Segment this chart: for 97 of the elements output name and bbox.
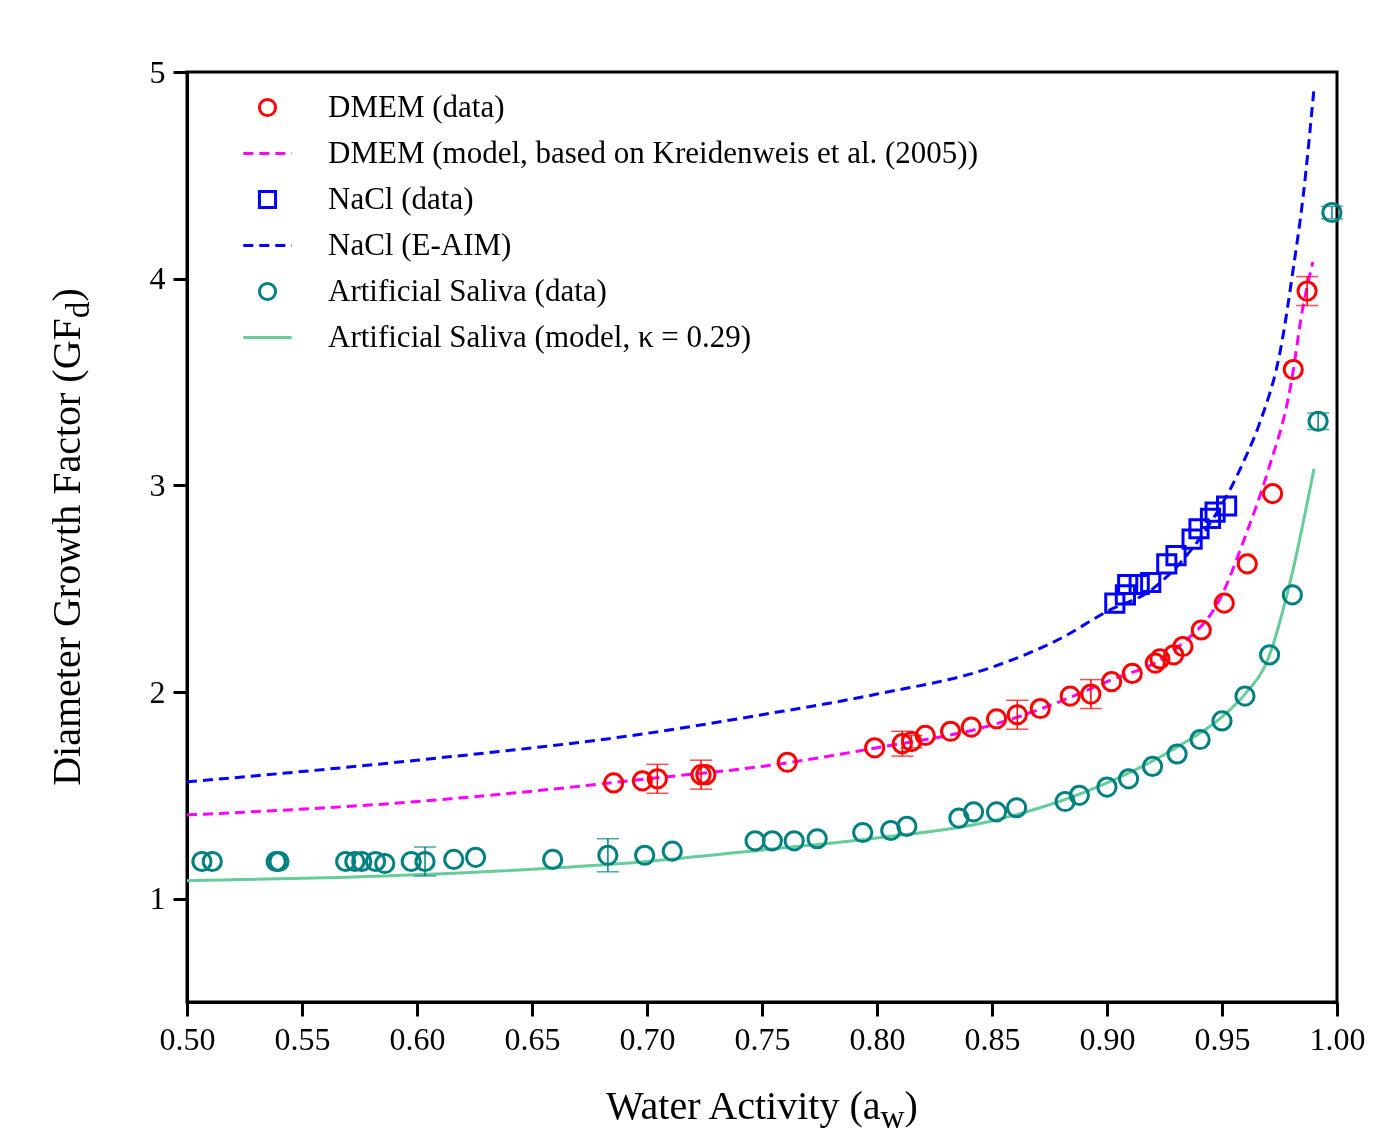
x-tick-label: 0.95 [1194,1020,1251,1057]
x-tick-label: 0.80 [849,1020,906,1057]
point [1156,553,1178,575]
x-tick-label: 0.70 [619,1020,676,1057]
point [783,830,805,852]
point [1144,652,1166,674]
point [1188,518,1210,540]
point [948,807,970,829]
point [1190,619,1212,641]
line-series [185,260,1315,817]
point [1213,592,1235,614]
point [1121,662,1143,684]
x-axis-title: Water Activity (a$_{w}$) [606,1082,918,1136]
point [1163,644,1185,666]
point [963,801,985,823]
point [1096,776,1118,798]
point [761,830,783,852]
point [1262,483,1284,505]
point [1140,571,1162,594]
point [1166,743,1188,765]
legend-label: DMEM (model, based on Kreidenweis et al. (2005)) [328,134,978,170]
y-tick-label: 1 [149,880,166,917]
point [1059,685,1081,707]
point [1204,501,1226,523]
x-tick-label: 0.85 [964,1020,1021,1057]
point [1216,495,1238,517]
point [1054,790,1076,813]
legend-label: DMEM (data) [328,88,505,124]
point [597,844,619,866]
point [960,716,982,738]
point [1181,528,1203,550]
point [1114,584,1136,606]
point [1128,573,1150,596]
point [1029,697,1051,720]
point [400,850,422,873]
point [335,850,357,873]
point [1117,573,1139,596]
point [986,801,1008,823]
point [1189,728,1211,751]
point [191,850,213,873]
point [1080,683,1102,705]
point [864,737,886,759]
point [940,720,962,742]
point [914,724,936,746]
point [880,819,902,842]
y-tick-label: 2 [149,673,166,710]
y-tick-label: 4 [149,260,166,297]
legend-label: Artificial Saliva (model, κ = 0.29) [328,318,752,354]
point [344,850,366,873]
legend-label: NaCl (E-AIM) [328,226,512,262]
point [443,848,465,870]
point [201,850,223,873]
point [1282,359,1304,381]
point [1006,704,1028,726]
x-tick-label: 0.75 [734,1020,791,1057]
point [744,830,766,852]
point [1104,592,1126,614]
point [1236,553,1258,575]
point [603,772,625,794]
x-tick-label: 1.00 [1309,1020,1366,1057]
point [646,768,668,790]
point [465,846,487,868]
point [1211,710,1233,732]
point [1165,545,1187,567]
point [1141,755,1164,777]
point [1118,768,1140,790]
x-tick-label: 0.60 [389,1020,446,1057]
point [1234,685,1256,707]
point [1296,280,1318,302]
x-tick-label: 0.55 [274,1020,331,1057]
point [776,751,798,773]
point [631,770,653,792]
y-tick-label: 5 [149,53,166,90]
point [986,708,1008,730]
x-tick-label: 0.50 [159,1020,216,1057]
point [365,850,387,873]
point [1101,671,1123,693]
point [1259,644,1281,666]
point [1172,635,1194,658]
point [634,844,656,866]
point [1281,584,1303,606]
point [1068,784,1090,806]
point [1149,648,1171,670]
x-tick-label: 0.65 [504,1020,561,1057]
point [1199,507,1222,529]
x-tick-label: 0.90 [1079,1020,1136,1057]
point [806,828,828,850]
legend-label: Artificial Saliva (data) [328,272,607,308]
point [374,852,396,875]
y-tick-label: 3 [149,466,166,503]
point [896,815,918,837]
point [852,821,874,844]
point [1006,797,1028,819]
point [351,850,373,873]
point [542,848,564,870]
legend-label: NaCl (data) [328,180,474,216]
point [661,840,683,862]
